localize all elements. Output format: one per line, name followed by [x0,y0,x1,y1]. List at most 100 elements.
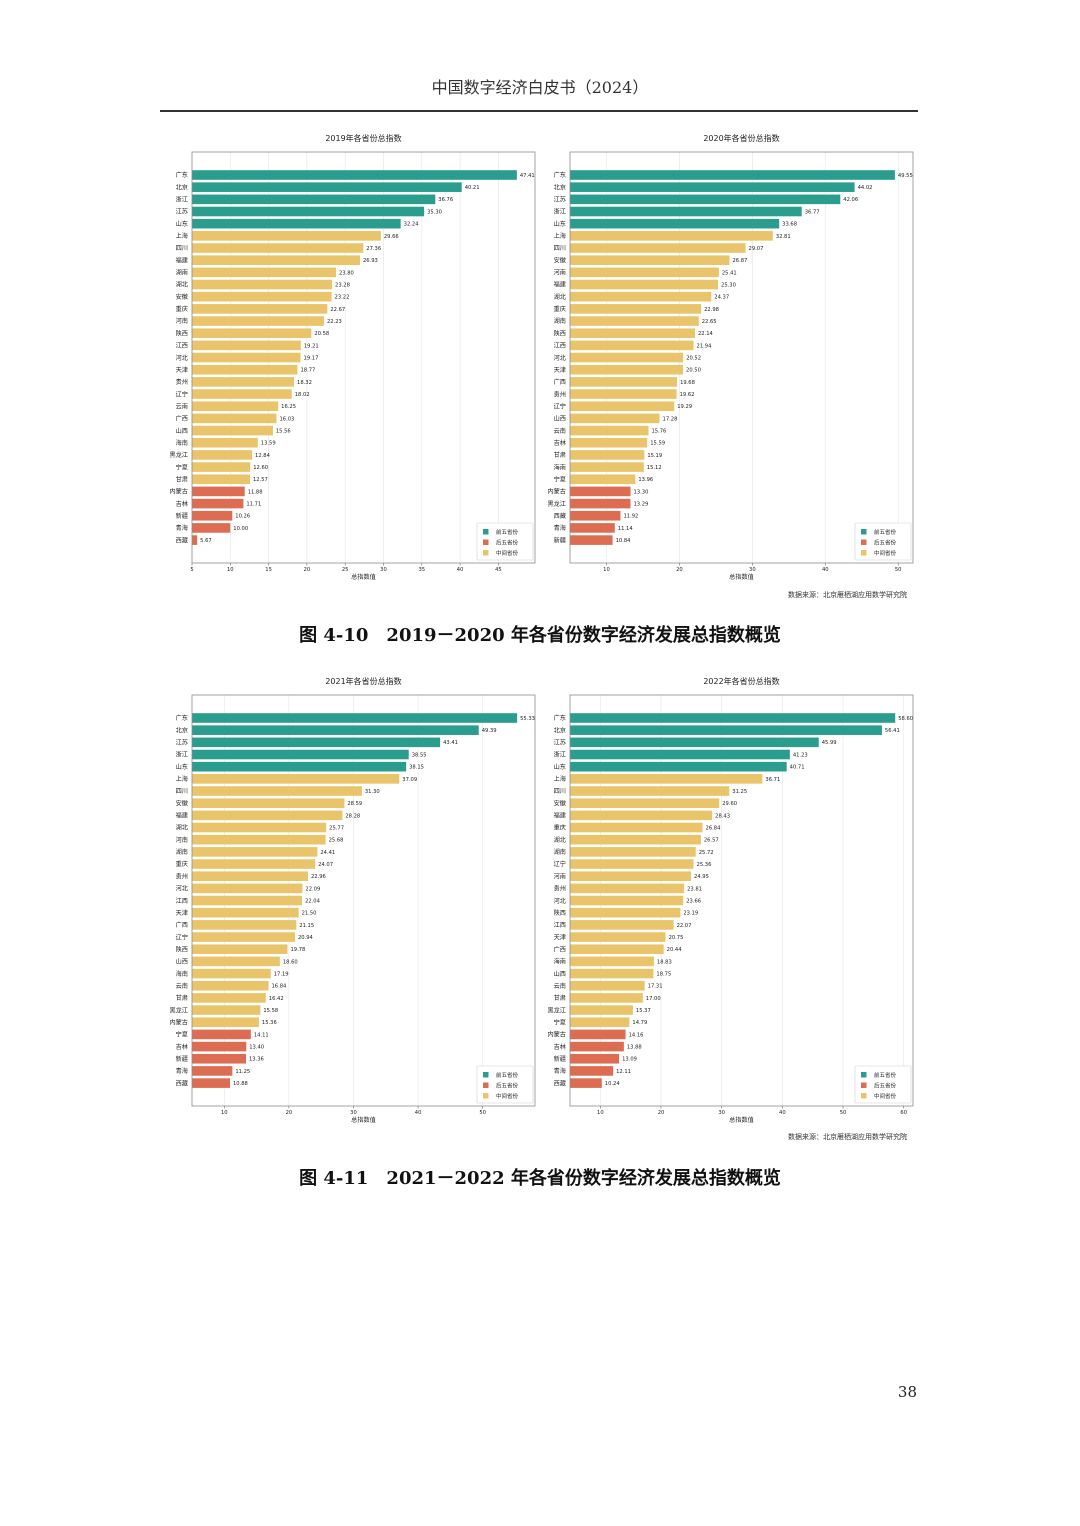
bar-16 [570,364,684,375]
bar-value-label: 40.21 [465,185,480,191]
bar-13 [570,328,696,339]
bar-12 [570,859,694,869]
category-label: 青海 [554,524,566,532]
bar-5 [570,231,773,241]
bar-9 [192,279,333,290]
bar-value-label: 14.11 [254,1032,269,1038]
bar-value-label: 16.03 [279,416,294,422]
legend-box [476,1065,534,1104]
x-tick-label: 20 [676,567,683,573]
bar-26 [570,1029,626,1040]
bar-value-label: 36.77 [805,209,820,215]
bar-25 [570,474,636,485]
bar-value-label: 13.88 [627,1044,642,1050]
bar-18 [192,389,292,399]
bar-value-label: 41.23 [793,752,808,758]
bar-value-label: 29.66 [384,234,399,240]
category-label: 湖南 [176,848,188,856]
bar-9 [570,822,703,833]
category-label: 陕西 [554,329,566,337]
bar-value-label: 15.19 [647,453,662,459]
bar-24 [192,1005,261,1015]
category-label: 天津 [554,933,566,941]
x-tick-label: 30 [718,1110,725,1116]
category-label: 福建 [554,281,566,289]
bar-29 [570,523,615,533]
bar-value-label: 18.75 [656,971,671,977]
category-label: 云南 [554,982,566,990]
category-label: 江西 [554,343,566,350]
bar-value-label: 13.36 [249,1057,264,1063]
bar-6 [192,786,362,796]
plot-frame [191,151,536,564]
category-label: 宁夏 [554,475,566,483]
category-label: 广东 [554,714,566,722]
x-tick-label: 40 [779,1110,786,1116]
bar-value-label: 18.02 [295,392,310,398]
bar-value-label: 10.24 [605,1081,621,1087]
category-label: 甘肃 [176,994,188,1002]
category-label: 广东 [176,171,188,179]
bar-10 [570,291,712,302]
chart-2022-province-index: 2022年各省份总指数 10 20 30 40 50 60 广东 58.60 北京 56.41 江苏 4… [547,676,914,1124]
category-label: 江苏 [554,739,566,747]
bar-value-label: 24.37 [714,295,729,301]
bar-16 [192,907,299,918]
bar-1 [570,725,882,735]
category-label: 上海 [554,232,566,240]
category-label: 湖北 [176,281,189,289]
category-label: 甘肃 [176,475,188,483]
bar-25 [192,474,250,485]
bar-value-label: 14.79 [632,1020,647,1026]
category-label: 陕西 [176,329,188,337]
x-tick-label: 40 [822,567,829,573]
bar-value-label: 10.26 [235,514,250,520]
bar-value-label: 38.15 [409,765,424,771]
bar-20 [570,413,660,424]
bar-23 [570,450,645,460]
x-tick-label: 5 [190,567,193,573]
bar-21 [192,968,271,979]
bar-22 [570,980,645,991]
bar-23 [570,993,643,1003]
legend-swatch [483,1093,489,1099]
category-label: 辽宁 [554,860,566,868]
bar-value-label: 12.57 [253,477,268,483]
bar-29 [192,523,231,533]
bar-1 [192,725,479,735]
category-label: 辽宁 [176,390,188,398]
bar-17 [570,377,678,387]
bar-value-label: 13.30 [634,489,649,495]
bar-value-label: 15.76 [651,428,666,434]
bar-value-label: 32.81 [776,234,791,240]
running-header: 中国数字经济白皮书（2024） [431,78,649,97]
category-label: 贵州 [176,872,188,880]
bar-value-label: 10.84 [616,538,632,544]
bar-value-label: 18.83 [657,959,672,965]
bar-value-label: 13.96 [638,477,653,483]
bar-17 [192,920,297,930]
legend-label: 前五省份 [496,1071,519,1079]
bar-value-label: 29.07 [749,246,764,252]
category-label: 安徽 [176,293,189,301]
bar-value-label: 25.41 [722,270,737,276]
bar-value-label: 17.31 [648,984,663,990]
category-label: 湖北 [554,836,567,844]
category-label: 新疆 [176,512,188,520]
category-label: 内蒙古 [169,488,188,496]
bar-12 [192,859,316,869]
category-label: 江苏 [554,196,566,204]
category-label: 贵州 [554,885,566,893]
bar-value-label: 15.59 [650,441,665,447]
bar-value-label: 19.21 [304,343,319,349]
x-tick-label: 50 [895,567,902,573]
category-label: 江西 [554,922,566,929]
bar-24 [570,462,644,472]
category-label: 吉林 [554,439,566,447]
bar-2 [570,737,819,748]
x-tick-label: 15 [265,567,272,573]
category-label: 山东 [554,220,566,228]
legend-swatch [483,539,489,545]
bar-value-label: 37.09 [402,777,417,783]
